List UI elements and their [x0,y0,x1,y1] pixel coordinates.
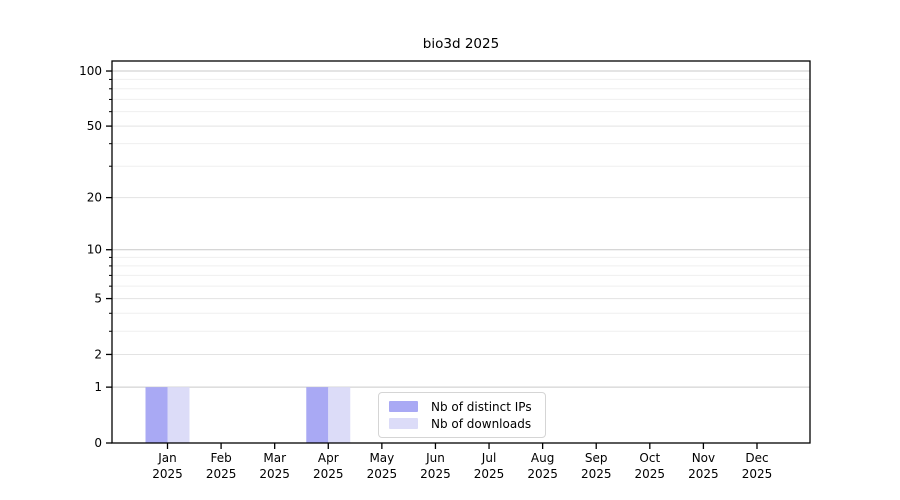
x-tick-label-month: Jan [157,451,177,465]
y-tick-label: 20 [87,191,102,205]
x-tick-label-year: 2025 [420,467,451,481]
chart-title: bio3d 2025 [422,36,500,52]
legend-label-distinct-ips: Nb of distinct IPs [431,399,532,414]
x-tick-label-year: 2025 [367,467,398,481]
y-tick-label: 1 [94,380,102,394]
bar-distinct-ips-apr [306,387,329,443]
plot-frame [111,60,811,444]
x-tick-label-month: Apr [318,451,339,465]
x-tick-label-month: Oct [639,451,660,465]
x-tick-label-year: 2025 [206,467,237,481]
x-tick-label-year: 2025 [742,467,773,481]
y-tick-label: 5 [94,292,102,306]
x-tick-label-year: 2025 [527,467,558,481]
x-tick-label-month: Sep [585,451,608,465]
x-tick-label-month: Dec [745,451,768,465]
x-tick-label-year: 2025 [259,467,290,481]
x-tick-label-year: 2025 [688,467,719,481]
legend: Nb of distinct IPs Nb of downloads [378,392,546,438]
legend-label-downloads: Nb of downloads [431,416,532,431]
bar-downloads-jan [167,387,190,443]
x-tick-label-year: 2025 [635,467,666,481]
y-tick-label: 10 [87,243,102,257]
y-tick-label: 0 [94,436,102,450]
bar-downloads-apr [328,387,351,443]
bar-distinct-ips-jan [145,387,168,443]
x-tick-label-year: 2025 [152,467,183,481]
x-tick-label-month: Jun [425,451,445,465]
x-tick-label-month: Mar [263,451,286,465]
legend-item-downloads: Nb of downloads [387,415,537,432]
y-tick-label: 2 [94,347,102,361]
x-tick-label-month: Jul [481,451,496,465]
x-tick-label-month: Feb [210,451,231,465]
legend-item-distinct-ips: Nb of distinct IPs [387,398,537,415]
x-tick-label-month: Nov [692,451,715,465]
y-tick-label: 50 [87,119,102,133]
x-tick-label-year: 2025 [313,467,344,481]
x-tick-label-year: 2025 [474,467,505,481]
y-tick-label: 100 [79,64,102,78]
legend-swatch-distinct-ips [389,401,418,412]
x-tick-label-month: Aug [531,451,554,465]
x-tick-label-year: 2025 [581,467,612,481]
legend-swatch-downloads [389,418,418,429]
x-tick-label-month: May [369,451,394,465]
